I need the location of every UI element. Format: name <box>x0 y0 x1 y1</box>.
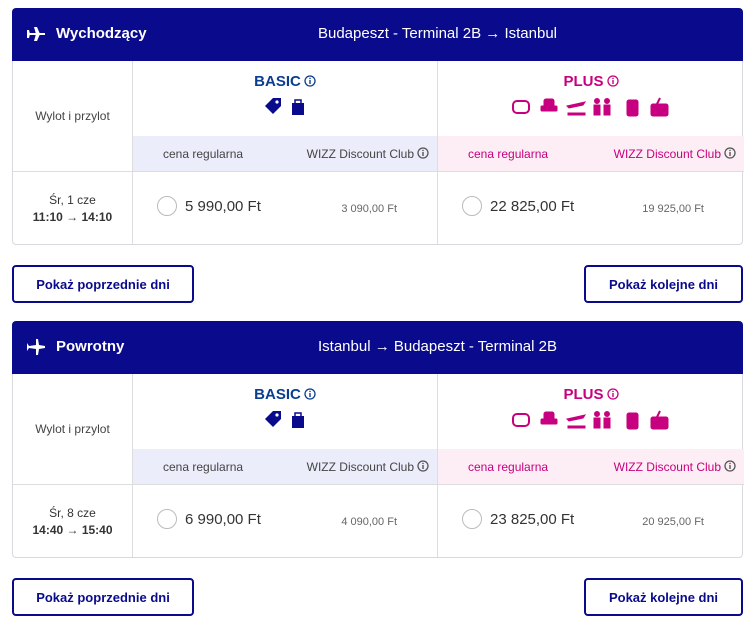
fare-head: PLUS <box>438 374 744 449</box>
club-price: 4 090,00 Ft <box>341 516 397 528</box>
info-icon[interactable] <box>606 75 619 87</box>
club-label: WIZZ Discount Club <box>613 460 721 474</box>
info-icon[interactable] <box>304 75 316 87</box>
flight-cell: Śr, 8 cze 14:40 → 15:40 <box>13 485 133 557</box>
fare-icons <box>133 409 437 436</box>
button-label: Pokaż kolejne dni <box>608 589 719 605</box>
button-label: Pokaż poprzednie dni <box>36 276 170 292</box>
club-label: WIZZ Discount Club <box>306 460 414 474</box>
time-label: Wylot i przylot <box>35 109 110 123</box>
next-days-button[interactable]: Pokaż kolejne dni <box>584 578 743 616</box>
plane-icon <box>27 27 45 41</box>
club-price: 3 090,00 Ft <box>341 203 397 215</box>
price-cell: 5 990,00 Ft 3 090,00 Ft <box>133 172 438 244</box>
direction: Powrotny <box>56 338 125 355</box>
regular-label: cena regularna <box>468 460 549 474</box>
club-price: 20 925,00 Ft <box>642 516 704 528</box>
regular-price: 23 825,00 Ft <box>490 510 575 528</box>
price-cell: 23 825,00 Ft 20 925,00 Ft <box>438 485 744 557</box>
fare-subhead: cena regularna WIZZ Discount Club <box>133 136 438 172</box>
fare-subhead: cena regularna WIZZ Discount Club <box>438 449 744 485</box>
time-label-cell: Wylot i przylot <box>13 374 133 485</box>
flight-time: 11:10 → 14:10 <box>32 209 113 224</box>
regular-option[interactable]: 5 990,00 Ft <box>157 196 261 216</box>
price-cell: 22 825,00 Ft 19 925,00 Ft <box>438 172 744 244</box>
info-icon[interactable] <box>724 147 736 159</box>
direction: Wychodzący <box>56 25 147 42</box>
club-price: 19 925,00 Ft <box>642 203 704 215</box>
info-icon[interactable] <box>304 388 316 400</box>
time-label-cell: Wylot i przylot <box>13 61 133 172</box>
info-icon[interactable] <box>417 147 429 159</box>
regular-price: 5 990,00 Ft <box>185 197 261 215</box>
info-icon[interactable] <box>606 388 619 400</box>
route: Istanbul → Budapeszt - Terminal 2B <box>317 338 557 355</box>
fare-head: BASIC <box>133 61 438 136</box>
time-label: Wylot i przylot <box>35 422 110 436</box>
club-label: WIZZ Discount Club <box>613 147 721 161</box>
fare-head: PLUS <box>438 61 744 136</box>
flight-cell: Śr, 1 cze 11:10 → 14:10 <box>13 172 133 244</box>
info-icon[interactable] <box>417 460 429 472</box>
radio[interactable] <box>157 509 177 529</box>
regular-label: cena regularna <box>468 147 549 161</box>
prev-days-button[interactable]: Pokaż poprzednie dni <box>12 265 194 303</box>
flight-date: Śr, 8 cze <box>49 505 96 520</box>
button-label: Pokaż kolejne dni <box>608 276 719 292</box>
section-header: Wychodzący Budapeszt - Terminal 2B → Ist… <box>12 8 743 61</box>
fare-name: BASIC <box>254 73 301 90</box>
flight-time: 14:40 → 15:40 <box>32 522 113 537</box>
radio[interactable] <box>462 509 482 529</box>
club-label-wrap: WIZZ Discount Club <box>614 147 736 161</box>
club-label-wrap: WIZZ Discount Club <box>307 147 429 161</box>
basic-icons <box>265 411 304 428</box>
regular-price: 6 990,00 Ft <box>185 510 261 528</box>
basic-icons <box>265 98 304 115</box>
regular-option[interactable]: 22 825,00 Ft <box>462 196 574 216</box>
fare-subhead: cena regularna WIZZ Discount Club <box>133 449 438 485</box>
flight-date: Śr, 1 cze <box>49 192 96 207</box>
route: Budapeszt - Terminal 2B → Istanbul <box>317 25 557 42</box>
fare-icons <box>438 96 744 123</box>
regular-option[interactable]: 23 825,00 Ft <box>462 509 574 529</box>
info-icon[interactable] <box>724 460 736 472</box>
fare-icons <box>133 96 437 123</box>
plus-icons <box>512 97 669 117</box>
fare-subhead: cena regularna WIZZ Discount Club <box>438 136 744 172</box>
club-label-wrap: WIZZ Discount Club <box>614 460 736 474</box>
plane-icon <box>27 339 45 355</box>
fare-name: BASIC <box>254 386 301 403</box>
section-header: Powrotny Istanbul → Budapeszt - Terminal… <box>12 321 743 374</box>
club-label: WIZZ Discount Club <box>306 147 414 161</box>
price-cell: 6 990,00 Ft 4 090,00 Ft <box>133 485 438 557</box>
radio[interactable] <box>462 196 482 216</box>
regular-price: 22 825,00 Ft <box>490 197 575 215</box>
prev-days-button[interactable]: Pokaż poprzednie dni <box>12 578 194 616</box>
fare-head: BASIC <box>133 374 438 449</box>
radio[interactable] <box>157 196 177 216</box>
fare-table: Wylot i przylot Śr, 1 cze 11:10 → 14:10 … <box>12 61 744 245</box>
plus-icons <box>512 410 669 430</box>
regular-option[interactable]: 6 990,00 Ft <box>157 509 261 529</box>
fare-name: PLUS <box>563 386 604 403</box>
regular-label: cena regularna <box>163 147 244 161</box>
fare-name: PLUS <box>563 73 604 90</box>
fare-icons <box>438 409 744 436</box>
fare-table: Wylot i przylot Śr, 8 cze 14:40 → 15:40 … <box>12 374 744 558</box>
button-label: Pokaż poprzednie dni <box>36 589 170 605</box>
regular-label: cena regularna <box>163 460 244 474</box>
club-label-wrap: WIZZ Discount Club <box>307 460 429 474</box>
next-days-button[interactable]: Pokaż kolejne dni <box>584 265 743 303</box>
